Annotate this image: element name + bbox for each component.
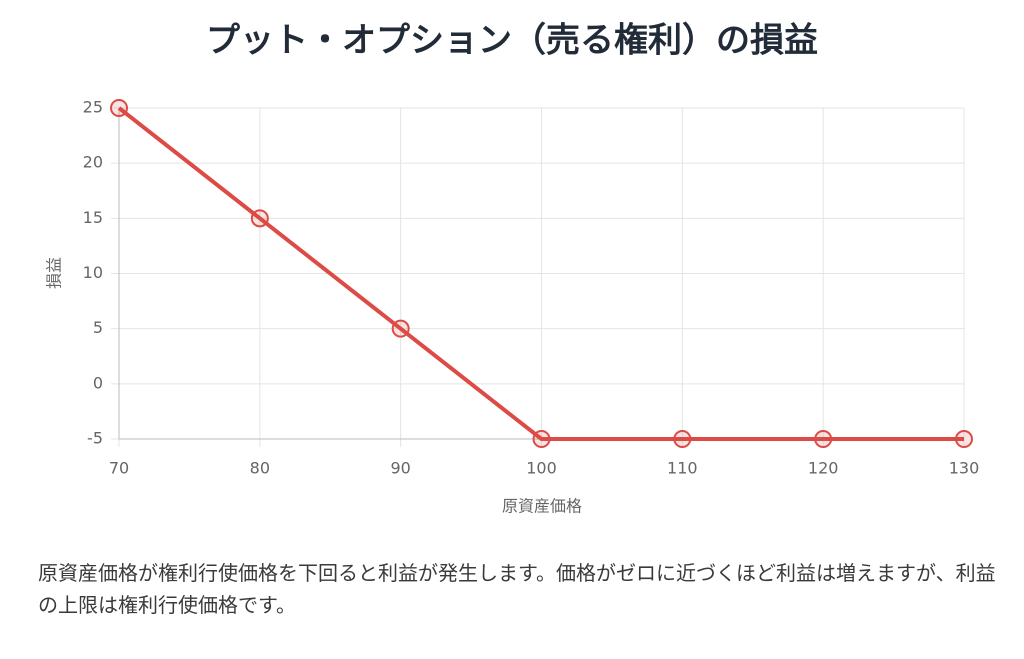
y-tick-label: 10 [83,263,103,282]
data-point [814,430,833,448]
x-axis-label: 原資産価格 [502,497,582,516]
y-tick-label: 25 [83,98,103,117]
chart: プット・オプション（売る権利）の損益 損益 原資産価格 -5 0 5 10 15 20 25… [45,21,980,516]
x-tick-label: 100 [526,459,557,478]
y-tick-label: 15 [83,208,103,227]
data-point [955,430,973,448]
data-point [250,209,269,228]
y-tick-label: 5 [93,318,103,337]
y-axis-label: 損益 [45,257,64,289]
x-tick-label: 90 [390,459,410,478]
x-tick-label: 120 [808,459,839,478]
y-tick-label: 0 [93,373,103,392]
y-tick-label: -5 [87,429,103,448]
y-tick-label: 20 [83,153,103,172]
description: 原資産価格が権利行使価格を下回ると利益が発生します。価格がゼロに近づくほど利益は… [38,561,996,617]
x-tick-label: 130 [949,459,980,478]
data-point [391,319,410,338]
data-point [110,99,128,117]
chart-title: プット・オプション（売る権利）の損益 [206,21,818,61]
x-tick-label: 110 [667,459,698,478]
data-point [673,430,692,448]
x-tick-label: 80 [250,459,270,478]
data-line [117,106,964,441]
x-tick-label: 70 [109,459,129,478]
data-point [532,430,551,448]
